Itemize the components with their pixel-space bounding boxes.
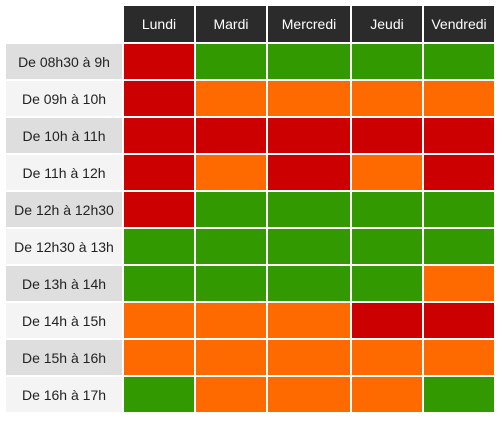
day-header-lundi: Lundi bbox=[124, 6, 194, 42]
status-cell bbox=[424, 192, 494, 227]
status-cell bbox=[196, 81, 266, 116]
status-cell bbox=[196, 340, 266, 375]
status-cell bbox=[124, 266, 194, 301]
table-row: De 15h à 16h bbox=[6, 340, 494, 375]
status-cell bbox=[352, 81, 422, 116]
status-cell bbox=[124, 44, 194, 79]
table-row: De 14h à 15h bbox=[6, 303, 494, 338]
time-slot-label: De 08h30 à 9h bbox=[6, 44, 122, 79]
status-cell bbox=[196, 303, 266, 338]
status-cell bbox=[196, 192, 266, 227]
table-row: De 09h à 10h bbox=[6, 81, 494, 116]
status-cell bbox=[268, 303, 350, 338]
time-slot-label: De 10h à 11h bbox=[6, 118, 122, 153]
status-cell bbox=[196, 118, 266, 153]
status-cell bbox=[124, 377, 194, 412]
status-cell bbox=[424, 340, 494, 375]
status-cell bbox=[196, 266, 266, 301]
time-slot-label: De 12h à 12h30 bbox=[6, 192, 122, 227]
status-cell bbox=[424, 303, 494, 338]
table-row: De 08h30 à 9h bbox=[6, 44, 494, 79]
status-cell bbox=[124, 155, 194, 190]
status-cell bbox=[268, 155, 350, 190]
status-cell bbox=[268, 118, 350, 153]
time-slot-label: De 09h à 10h bbox=[6, 81, 122, 116]
status-cell bbox=[352, 118, 422, 153]
day-header-jeudi: Jeudi bbox=[352, 6, 422, 42]
table-row: De 12h à 12h30 bbox=[6, 192, 494, 227]
corner-cell bbox=[6, 6, 122, 42]
table-row: De 16h à 17h bbox=[6, 377, 494, 412]
status-cell bbox=[196, 44, 266, 79]
status-cell bbox=[268, 81, 350, 116]
status-cell bbox=[424, 377, 494, 412]
status-cell bbox=[268, 266, 350, 301]
status-cell bbox=[424, 44, 494, 79]
status-cell bbox=[424, 118, 494, 153]
status-cell bbox=[352, 266, 422, 301]
status-cell bbox=[424, 155, 494, 190]
time-slot-label: De 14h à 15h bbox=[6, 303, 122, 338]
status-cell bbox=[268, 192, 350, 227]
status-cell bbox=[424, 229, 494, 264]
status-cell bbox=[124, 303, 194, 338]
status-cell bbox=[268, 377, 350, 412]
status-cell bbox=[124, 229, 194, 264]
day-header-vendredi: Vendredi bbox=[424, 6, 494, 42]
status-cell bbox=[352, 229, 422, 264]
schedule-body: De 08h30 à 9h De 09h à 10h De 10h à 11h De … bbox=[6, 44, 494, 412]
day-header-mercredi: Mercredi bbox=[268, 6, 350, 42]
status-cell bbox=[352, 155, 422, 190]
time-slot-label: De 13h à 14h bbox=[6, 266, 122, 301]
status-cell bbox=[352, 192, 422, 227]
status-cell bbox=[124, 81, 194, 116]
status-cell bbox=[268, 340, 350, 375]
status-cell bbox=[124, 192, 194, 227]
status-cell bbox=[352, 377, 422, 412]
table-row: De 11h à 12h bbox=[6, 155, 494, 190]
status-cell bbox=[196, 229, 266, 264]
status-cell bbox=[424, 266, 494, 301]
status-cell bbox=[352, 340, 422, 375]
time-slot-label: De 11h à 12h bbox=[6, 155, 122, 190]
table-row: De 13h à 14h bbox=[6, 266, 494, 301]
time-slot-label: De 15h à 16h bbox=[6, 340, 122, 375]
status-cell bbox=[268, 44, 350, 79]
header-row: Lundi Mardi Mercredi Jeudi Vendredi bbox=[6, 6, 494, 42]
status-cell bbox=[124, 118, 194, 153]
table-row: De 10h à 11h bbox=[6, 118, 494, 153]
status-cell bbox=[352, 303, 422, 338]
status-cell bbox=[196, 155, 266, 190]
status-cell bbox=[424, 81, 494, 116]
traffic-schedule-table: Lundi Mardi Mercredi Jeudi Vendredi De 0… bbox=[4, 4, 496, 414]
status-cell bbox=[196, 377, 266, 412]
time-slot-label: De 16h à 17h bbox=[6, 377, 122, 412]
status-cell bbox=[268, 229, 350, 264]
table-row: De 12h30 à 13h bbox=[6, 229, 494, 264]
day-header-mardi: Mardi bbox=[196, 6, 266, 42]
time-slot-label: De 12h30 à 13h bbox=[6, 229, 122, 264]
status-cell bbox=[352, 44, 422, 79]
status-cell bbox=[124, 340, 194, 375]
